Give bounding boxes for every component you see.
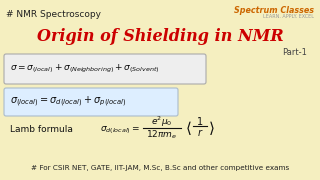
Text: $1$: $1$ — [196, 115, 204, 127]
Text: $e^2\mu_0$: $e^2\mu_0$ — [151, 115, 173, 129]
Text: # For CSIR NET, GATE, IIT-JAM, M.Sc, B.Sc and other competitive exams: # For CSIR NET, GATE, IIT-JAM, M.Sc, B.S… — [31, 165, 289, 171]
Text: # NMR Spectroscopy: # NMR Spectroscopy — [6, 10, 101, 19]
Text: Lamb formula: Lamb formula — [10, 125, 73, 134]
FancyBboxPatch shape — [4, 88, 178, 116]
Text: Spectrum Classes: Spectrum Classes — [234, 6, 314, 15]
Text: $\sigma_{(local)} = \sigma_{d(local)} + \sigma_{p(local)}$: $\sigma_{(local)} = \sigma_{d(local)} + … — [10, 95, 127, 109]
Text: $\langle$: $\langle$ — [185, 119, 192, 137]
FancyBboxPatch shape — [4, 54, 206, 84]
Text: $\rangle$: $\rangle$ — [208, 119, 215, 137]
Text: $12\pi m_e$: $12\pi m_e$ — [146, 129, 178, 141]
Text: $r$: $r$ — [197, 127, 203, 138]
Text: LEARN. APPLY. EXCEL: LEARN. APPLY. EXCEL — [263, 14, 314, 19]
Text: Origin of Shielding in NMR: Origin of Shielding in NMR — [37, 28, 283, 45]
Text: Part-1: Part-1 — [282, 48, 307, 57]
Text: $\sigma = \sigma_{(local)} + \sigma_{(Neighboring)} + \sigma_{(Solvent)}$: $\sigma = \sigma_{(local)} + \sigma_{(Ne… — [10, 63, 160, 75]
Text: $\sigma_{d(local)} =$: $\sigma_{d(local)} =$ — [100, 124, 140, 136]
